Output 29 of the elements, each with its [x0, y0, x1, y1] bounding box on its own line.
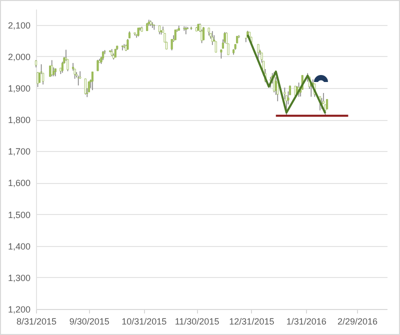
- candlestick: [151, 22, 154, 28]
- x-tick-label: 2/29/2016: [337, 316, 378, 326]
- y-tick-label: 1,400: [8, 241, 30, 252]
- y-tick-label: 1,200: [8, 304, 30, 314]
- y-tick-label: 1,900: [8, 83, 30, 94]
- y-tick-label: 2,100: [8, 20, 30, 30]
- line-series: [246, 34, 326, 114]
- x-tick-label: 12/31/2015: [229, 316, 274, 326]
- y-tick-label: 2,000: [8, 52, 30, 62]
- y-tick-label: 1,800: [8, 115, 30, 126]
- x-tick-label: 9/30/2015: [69, 316, 110, 326]
- candlestick: [202, 26, 205, 41]
- x-tick-label: 11/30/2015: [174, 316, 220, 326]
- candlestick: [88, 81, 90, 92]
- candlestick: [257, 44, 260, 60]
- candlestick: [36, 72, 39, 88]
- x-tick-label: 1/31/2016: [286, 316, 326, 326]
- y-tick-label: 1,600: [8, 178, 30, 188]
- candlestick: [326, 98, 328, 110]
- y-tick-label: 1,300: [8, 272, 30, 283]
- y-tick-label: 1,500: [8, 210, 30, 220]
- candlestick: [50, 60, 53, 77]
- candlestick: [84, 78, 86, 95]
- x-tick-label: 10/31/2015: [122, 316, 167, 326]
- candlestick: [214, 41, 217, 53]
- y-tick-label: 1,700: [8, 146, 30, 157]
- x-tick-label: 8/31/2015: [16, 316, 57, 326]
- candlestick: [284, 87, 286, 100]
- candlestick: [72, 62, 74, 71]
